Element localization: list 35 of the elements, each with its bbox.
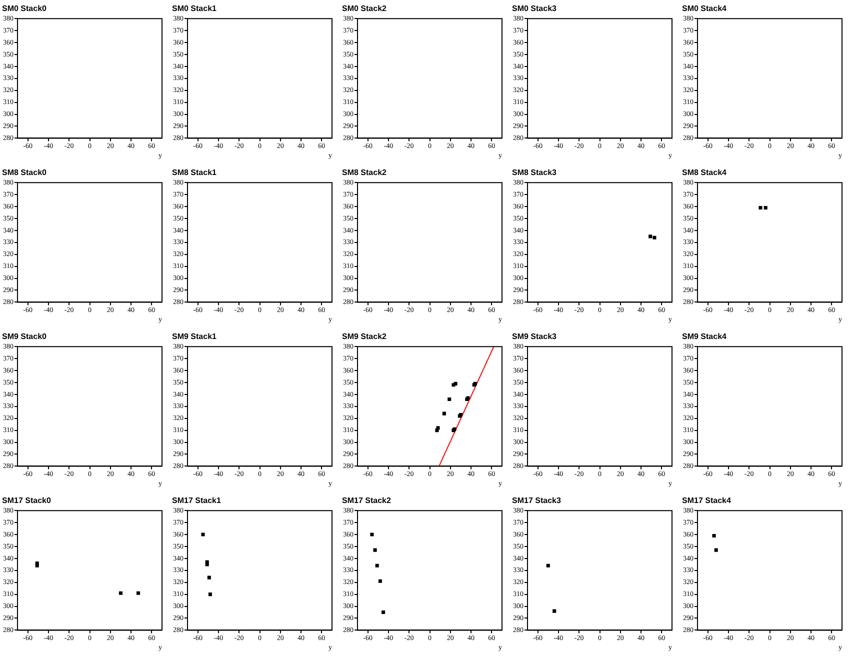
point	[118, 591, 122, 595]
point	[436, 426, 440, 430]
chart-title: SM9 Stack2	[342, 332, 388, 342]
chart-title: SM0 Stack3	[512, 4, 558, 14]
chart-title: SM8 Stack2	[342, 168, 388, 178]
chart-title: SM0 Stack2	[342, 4, 388, 14]
point	[136, 591, 140, 595]
chart-title: SM17 Stack3	[512, 496, 562, 506]
chart-title: SM17 Stack1	[172, 496, 222, 506]
chart-title: SM8 Stack1	[172, 168, 218, 178]
chart-title: SM17 Stack0	[2, 496, 52, 506]
point	[382, 610, 386, 614]
chart-title: SM9 Stack0	[2, 332, 48, 342]
point	[375, 564, 379, 568]
point	[378, 579, 382, 583]
chart-title: SM8 Stack3	[512, 168, 558, 178]
point	[201, 532, 205, 536]
point	[442, 412, 446, 416]
point	[208, 592, 212, 596]
point	[370, 532, 374, 536]
chart-title: SM17 Stack4	[682, 496, 732, 506]
chart-title: SM9 Stack4	[682, 332, 728, 342]
point	[373, 548, 377, 552]
point	[207, 576, 211, 580]
chart-title: SM0 Stack0	[2, 4, 48, 14]
point	[448, 397, 452, 401]
point	[205, 562, 209, 566]
chart-title: SM8 Stack0	[2, 168, 48, 178]
chart-title: SM0 Stack1	[172, 4, 218, 14]
chart-title: SM0 Stack4	[682, 4, 728, 14]
chart-title: SM17 Stack2	[342, 496, 392, 506]
chart-title: SM9 Stack3	[512, 332, 558, 342]
point	[35, 564, 39, 568]
chart-title: SM9 Stack1	[172, 332, 218, 342]
chart-title: SM8 Stack4	[682, 168, 728, 178]
